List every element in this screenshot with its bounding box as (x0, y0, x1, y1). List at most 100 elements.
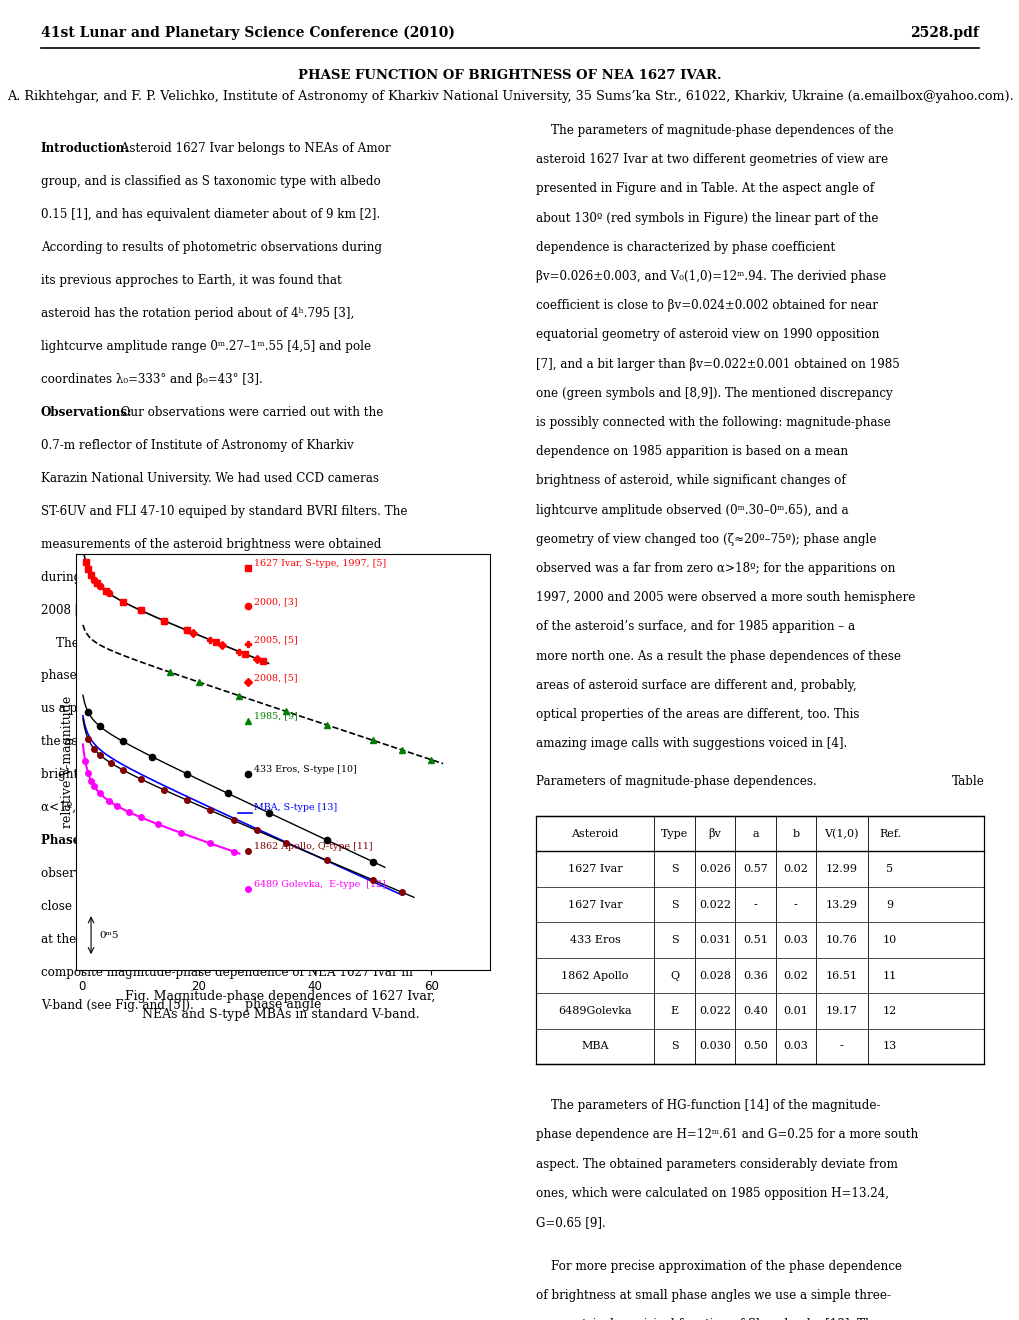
Text: 0.50: 0.50 (742, 1041, 767, 1052)
Text: The parameters of HG-function [14] of the magnitude-: The parameters of HG-function [14] of th… (535, 1100, 879, 1113)
Text: -: - (753, 900, 756, 909)
Text: 0.02: 0.02 (783, 865, 807, 874)
Text: dependence is characterized by phase coefficient: dependence is characterized by phase coe… (535, 240, 834, 253)
Text: PHASE FUNCTION OF BRIGHTNESS OF NEA 1627 IVAR.: PHASE FUNCTION OF BRIGHTNESS OF NEA 1627… (298, 69, 721, 82)
Text: 12.99: 12.99 (825, 865, 857, 874)
Text: 2005, [5]: 2005, [5] (254, 635, 298, 644)
Text: 13: 13 (882, 1041, 897, 1052)
Text: b: b (792, 829, 799, 838)
X-axis label: phase angle: phase angle (245, 998, 321, 1011)
Text: ST-6UV and FLI 47-10 equiped by standard BVRI filters. The: ST-6UV and FLI 47-10 equiped by standard… (41, 504, 407, 517)
Text: 10: 10 (882, 935, 897, 945)
Text: 2008, [5]: 2008, [5] (254, 673, 298, 682)
Text: 10.76: 10.76 (825, 935, 857, 945)
Text: presented in Figure and in Table. At the aspect angle of: presented in Figure and in Table. At the… (535, 182, 873, 195)
Text: equatorial geometry of asteroid view on 1990 opposition: equatorial geometry of asteroid view on … (535, 329, 878, 342)
Text: 1997, 2000 and 2005 were observed a more south hemisphere: 1997, 2000 and 2005 were observed a more… (535, 591, 914, 605)
Text: 11: 11 (882, 970, 897, 981)
Text: phase angle ranging from 0º.57 to 31º.26. This has given: phase angle ranging from 0º.57 to 31º.26… (41, 669, 386, 682)
Text: 19.17: 19.17 (825, 1006, 857, 1016)
Text: 0.028: 0.028 (698, 970, 731, 981)
Text: Asteroid 1627 Ivar belongs to NEAs of Amor: Asteroid 1627 Ivar belongs to NEAs of Am… (116, 143, 390, 156)
Text: lightcurve amplitude observed (0ᵐ.30–0ᵐ.65), and a: lightcurve amplitude observed (0ᵐ.30–0ᵐ.… (535, 504, 847, 516)
Text: The parameters of magnitude-phase dependences of the: The parameters of magnitude-phase depend… (535, 124, 893, 137)
Text: Type: Type (660, 829, 688, 838)
Text: -: - (793, 900, 797, 909)
Text: of the asteroid’s surface, and for 1985 apparition – a: of the asteroid’s surface, and for 1985 … (535, 620, 854, 634)
Text: S: S (671, 1041, 678, 1052)
Text: V-band (see Fig. and [5]).: V-band (see Fig. and [5]). (41, 999, 194, 1012)
Text: 0.030: 0.030 (698, 1041, 731, 1052)
Text: 0.022: 0.022 (698, 900, 731, 909)
Text: For more precise approximation of the phase dependence: For more precise approximation of the ph… (535, 1259, 901, 1272)
Text: optical properties of the areas are different, too. This: optical properties of the areas are diff… (535, 708, 858, 721)
Text: asteroid has the rotation period about of 4ʰ.795 [3],: asteroid has the rotation period about o… (41, 308, 354, 319)
Text: 0.022: 0.022 (698, 1006, 731, 1016)
Text: MBA, S-type [13]: MBA, S-type [13] (254, 804, 337, 812)
Text: 9: 9 (886, 900, 893, 909)
Text: measurements of the asteroid brightness were obtained: measurements of the asteroid brightness … (41, 537, 381, 550)
Text: 16.51: 16.51 (825, 970, 857, 981)
Text: S: S (671, 865, 678, 874)
Text: geometry of view changed too (ζ≈20º–75º); phase angle: geometry of view changed too (ζ≈20º–75º)… (535, 533, 875, 545)
Text: parametrical empirical function of Shevchenko [13]. The: parametrical empirical function of Shevc… (535, 1319, 878, 1320)
Text: 1627 Ivar: 1627 Ivar (568, 900, 622, 909)
Text: 2000, [3]: 2000, [3] (254, 597, 298, 606)
Text: α<1º, only [6]).: α<1º, only [6]). (41, 801, 133, 814)
Text: 0.51: 0.51 (742, 935, 767, 945)
Text: more north one. As a result the phase dependences of these: more north one. As a result the phase de… (535, 649, 900, 663)
Text: MBA: MBA (581, 1041, 608, 1052)
Text: 0.57: 0.57 (742, 865, 767, 874)
Text: of brightness at small phase angles we use a simple three-: of brightness at small phase angles we u… (535, 1290, 890, 1302)
Text: 0.01: 0.01 (783, 1006, 807, 1016)
Text: its previous approches to Earth, it was found that: its previous approches to Earth, it was … (41, 275, 341, 286)
Text: 12: 12 (882, 1006, 897, 1016)
Text: 0.7-m reflector of Institute of Astronomy of Kharkiv: 0.7-m reflector of Institute of Astronom… (41, 438, 354, 451)
Text: 0.03: 0.03 (783, 935, 807, 945)
Text: βv: βv (708, 828, 720, 840)
Text: 2008 [5].: 2008 [5]. (41, 603, 95, 616)
Text: brightness (heretofore there are three NEAs observed at: brightness (heretofore there are three N… (41, 768, 386, 781)
Text: G=0.65 [9].: G=0.65 [9]. (535, 1216, 604, 1229)
Text: at the same aspect on 2000 [3], we have obtained the: at the same aspect on 2000 [3], we have … (41, 933, 365, 946)
Text: Ref.: Ref. (878, 829, 900, 838)
Text: during January-February, 1997; May, 2005; and November,: during January-February, 1997; May, 2005… (41, 570, 396, 583)
Text: group, and is classified as S taxonomic type with albedo: group, and is classified as S taxonomic … (41, 176, 380, 189)
Text: lightcurve amplitude range 0ᵐ.27–1ᵐ.55 [4,5] and pole: lightcurve amplitude range 0ᵐ.27–1ᵐ.55 [… (41, 341, 371, 352)
Text: observations on 1997 and on 2005 were obtained at very: observations on 1997 and on 2005 were ob… (41, 867, 385, 880)
Bar (535, 816, 983, 1064)
Text: amazing image calls with suggestions voiced in [4].: amazing image calls with suggestions voi… (535, 737, 846, 750)
Text: close aspect angles ζ≈130º, and adding the published data: close aspect angles ζ≈130º, and adding t… (41, 900, 398, 913)
Text: 1627 Ivar: 1627 Ivar (568, 865, 622, 874)
Text: aspect. The obtained parameters considerably deviate from: aspect. The obtained parameters consider… (535, 1158, 897, 1171)
Text: Our observations were carried out with the: Our observations were carried out with t… (116, 405, 383, 418)
Text: -: - (839, 1041, 843, 1052)
Text: 6489 Golevka,  E-type  [12]: 6489 Golevka, E-type [12] (254, 880, 385, 888)
Text: V(1,0): V(1,0) (823, 829, 858, 840)
Text: a: a (751, 829, 758, 838)
Text: ones, which were calculated on 1985 opposition H=13.24,: ones, which were calculated on 1985 oppo… (535, 1187, 888, 1200)
Text: brightness of asteroid, while significant changes of: brightness of asteroid, while significan… (535, 474, 845, 487)
Text: 0.02: 0.02 (783, 970, 807, 981)
Text: Fig. Magnitude-phase dependences of 1627 Ivar,: Fig. Magnitude-phase dependences of 1627… (125, 990, 435, 1003)
Text: Karazin National University. We had used CCD cameras: Karazin National University. We had used… (41, 471, 378, 484)
Text: observed was a far from zero α>18º; for the apparitions on: observed was a far from zero α>18º; for … (535, 562, 894, 576)
Text: asteroid 1627 Ivar at two different geometries of view are: asteroid 1627 Ivar at two different geom… (535, 153, 887, 166)
Text: 1627 Ivar, S-type, 1997, [5]: 1627 Ivar, S-type, 1997, [5] (254, 558, 386, 568)
Text: Introduction:: Introduction: (41, 143, 129, 156)
Text: Q: Q (669, 970, 679, 981)
Text: S: S (671, 900, 678, 909)
Text: coefficient is close to βv=0.024±0.002 obtained for near: coefficient is close to βv=0.024±0.002 o… (535, 300, 876, 313)
Text: A. Rikhtehgar, and F. P. Velichko, Institute of Astronomy of Kharkiv National Un: A. Rikhtehgar, and F. P. Velichko, Insti… (6, 90, 1013, 103)
Text: 13.29: 13.29 (825, 900, 857, 909)
Text: 0ᵐ5: 0ᵐ5 (100, 931, 119, 940)
Text: 0.15 [1], and has equivalent diameter about of 9 km [2].: 0.15 [1], and has equivalent diameter ab… (41, 209, 379, 222)
Text: the asteroid in the part of opposition effect of: the asteroid in the part of opposition e… (41, 735, 317, 748)
Y-axis label: relative V-magnitude: relative V-magnitude (61, 696, 73, 829)
Text: [7], and a bit larger than βv=0.022±0.001 obtained on 1985: [7], and a bit larger than βv=0.022±0.00… (535, 358, 899, 371)
Text: Observations:: Observations: (41, 405, 132, 418)
Text: Phase curve:: Phase curve: (41, 834, 125, 847)
Text: 5: 5 (886, 865, 893, 874)
Text: 433 Eros, S-type [10]: 433 Eros, S-type [10] (254, 766, 357, 774)
Text: coordinates λ₀=333° and β₀=43° [3].: coordinates λ₀=333° and β₀=43° [3]. (41, 374, 262, 385)
